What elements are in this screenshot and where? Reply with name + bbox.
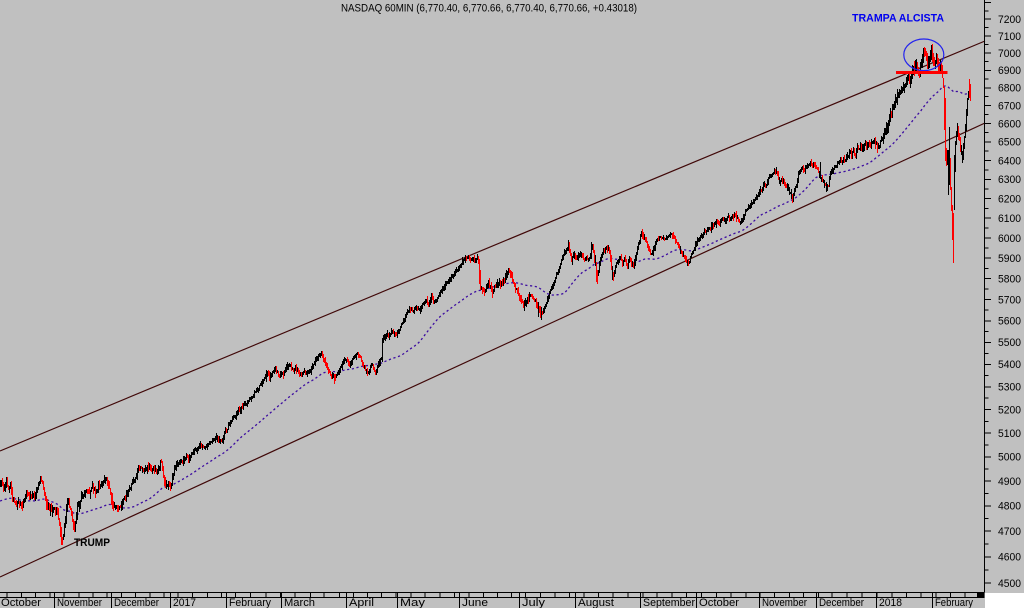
svg-text:5000: 5000	[998, 452, 1021, 464]
svg-text:2018: 2018	[879, 597, 902, 608]
svg-text:5300: 5300	[998, 382, 1021, 394]
svg-text:October: October	[1, 597, 41, 608]
svg-text:May: May	[400, 597, 426, 608]
svg-text:August: August	[578, 597, 614, 608]
svg-text:4800: 4800	[998, 501, 1021, 513]
svg-text:6500: 6500	[998, 137, 1021, 149]
svg-text:7000: 7000	[998, 48, 1021, 60]
svg-text:6100: 6100	[998, 213, 1021, 225]
svg-text:July: July	[522, 597, 546, 608]
svg-text:December: December	[114, 597, 159, 608]
svg-text:4500: 4500	[998, 578, 1021, 590]
svg-text:4700: 4700	[998, 526, 1021, 538]
svg-text:5100: 5100	[998, 428, 1021, 440]
svg-text:6300: 6300	[998, 174, 1021, 186]
svg-text:5200: 5200	[998, 405, 1021, 417]
svg-text:5900: 5900	[998, 253, 1021, 265]
svg-text:February: February	[229, 597, 271, 608]
svg-text:NASDAQ 60MIN (6,770.40, 6,770.: NASDAQ 60MIN (6,770.40, 6,770.66, 6,770.…	[341, 3, 637, 15]
svg-text:February: February	[935, 597, 973, 608]
svg-text:November: November	[762, 597, 807, 608]
svg-text:6000: 6000	[998, 233, 1021, 245]
svg-text:5700: 5700	[998, 294, 1021, 306]
svg-text:6400: 6400	[998, 155, 1021, 167]
svg-text:TRAMPA ALCISTA: TRAMPA ALCISTA	[852, 13, 944, 25]
svg-text:7200: 7200	[998, 14, 1021, 26]
svg-text:5400: 5400	[998, 359, 1021, 371]
svg-text:5800: 5800	[998, 274, 1021, 286]
svg-text:June: June	[462, 597, 488, 608]
svg-text:6800: 6800	[998, 83, 1021, 95]
svg-text:7100: 7100	[998, 31, 1021, 43]
svg-text:September: September	[643, 597, 695, 608]
svg-text:TRUMP: TRUMP	[74, 537, 110, 549]
svg-text:March: March	[284, 597, 315, 608]
svg-text:October: October	[699, 597, 739, 608]
svg-text:2017: 2017	[173, 597, 196, 608]
svg-text:6600: 6600	[998, 118, 1021, 130]
svg-text:December: December	[819, 597, 864, 608]
svg-text:6900: 6900	[998, 65, 1021, 77]
svg-text:4600: 4600	[998, 552, 1021, 564]
svg-text:November: November	[57, 597, 102, 608]
svg-text:5600: 5600	[998, 316, 1021, 328]
svg-text:6700: 6700	[998, 100, 1021, 112]
svg-text:4900: 4900	[998, 476, 1021, 488]
svg-text:April: April	[349, 597, 374, 608]
svg-text:5500: 5500	[998, 337, 1021, 349]
svg-text:6200: 6200	[998, 193, 1021, 205]
